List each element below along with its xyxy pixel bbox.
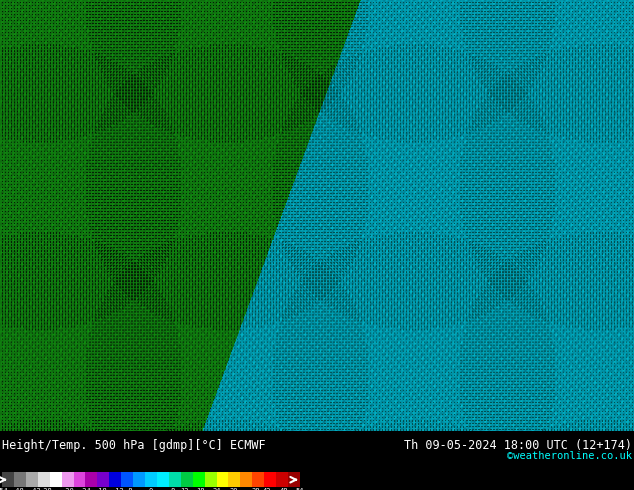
Bar [49, 472, 61, 487]
Text: 38: 38 [252, 488, 260, 490]
Text: -54: -54 [0, 488, 8, 490]
Text: 30: 30 [230, 488, 238, 490]
Text: -24: -24 [79, 488, 91, 490]
Bar [252, 472, 264, 487]
Bar [109, 472, 121, 487]
Bar [193, 472, 205, 487]
Text: 8: 8 [171, 488, 175, 490]
Bar [217, 472, 228, 487]
Bar [133, 472, 145, 487]
Bar [240, 472, 252, 487]
Text: -8: -8 [125, 488, 133, 490]
Bar [98, 472, 109, 487]
Bar [38, 472, 49, 487]
Text: -12: -12 [112, 488, 124, 490]
Text: -42: -42 [29, 488, 41, 490]
Text: ©weatheronline.co.uk: ©weatheronline.co.uk [507, 451, 632, 461]
Bar [288, 472, 300, 487]
Text: 18: 18 [197, 488, 205, 490]
Bar [121, 472, 133, 487]
Bar [157, 472, 169, 487]
Bar [228, 472, 240, 487]
Bar [264, 472, 276, 487]
Bar [169, 472, 181, 487]
Text: 24: 24 [213, 488, 221, 490]
Bar [86, 472, 98, 487]
Bar [145, 472, 157, 487]
Text: Th 09-05-2024 18:00 UTC (12+174): Th 09-05-2024 18:00 UTC (12+174) [404, 439, 632, 452]
Bar [74, 472, 86, 487]
Bar [2, 472, 14, 487]
Text: Height/Temp. 500 hPa [gdmp][°C] ECMWF: Height/Temp. 500 hPa [gdmp][°C] ECMWF [2, 439, 266, 452]
Text: 12: 12 [180, 488, 188, 490]
Bar [26, 472, 38, 487]
Text: -30: -30 [62, 488, 75, 490]
Bar [14, 472, 26, 487]
Text: -18: -18 [95, 488, 108, 490]
Bar [205, 472, 217, 487]
Text: -38: -38 [40, 488, 53, 490]
Text: -48: -48 [12, 488, 25, 490]
Text: 54: 54 [295, 488, 304, 490]
Text: 0: 0 [149, 488, 153, 490]
Text: 48: 48 [279, 488, 288, 490]
Bar [181, 472, 193, 487]
Bar [276, 472, 288, 487]
Text: 42: 42 [262, 488, 271, 490]
Bar [61, 472, 74, 487]
